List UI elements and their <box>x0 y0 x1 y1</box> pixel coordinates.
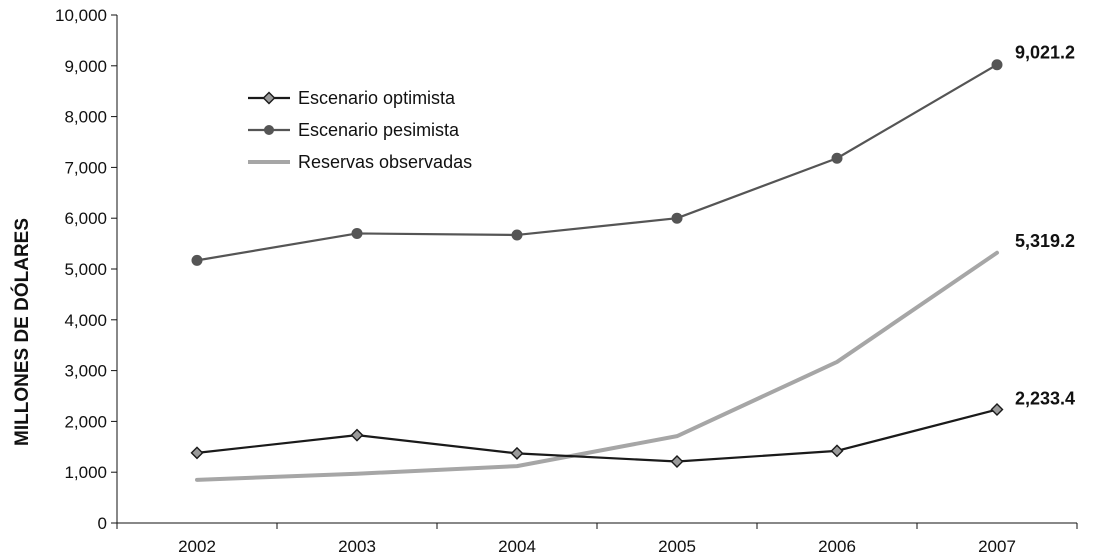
escenario-optimista-point <box>190 446 204 460</box>
legend-label-escenario-pesimista: Escenario pesimista <box>298 120 460 140</box>
y-tick-label: 10,000 <box>55 6 107 25</box>
y-tick-label: 4,000 <box>64 311 107 330</box>
x-tick-label: 2004 <box>498 537 536 556</box>
y-tick-label: 9,000 <box>64 57 107 76</box>
escenario-pesimista-point <box>351 227 363 239</box>
data-labels: 2,233.4 9,021.2 5,319.2 <box>1015 43 1075 409</box>
y-tick-label: 5,000 <box>64 260 107 279</box>
reservas-observadas-line <box>195 250 999 482</box>
x-axis-ticks: 2002 2003 2004 2005 2006 2007 <box>116 523 1078 556</box>
x-tick-label: 2006 <box>818 537 856 556</box>
escenario-optimista-point <box>670 455 684 469</box>
escenario-pesimista-line <box>195 63 999 262</box>
escenario-pesimista-point <box>831 152 843 164</box>
end-value-label: 5,319.2 <box>1015 231 1075 251</box>
legend-label-escenario-optimista: Escenario optimista <box>298 88 456 108</box>
y-axis-label: MILLONES DE DÓLARES <box>11 218 33 446</box>
escenario-pesimista-point <box>991 59 1003 71</box>
escenario-optimista-point <box>830 444 844 458</box>
escenario-optimista-point <box>510 446 524 460</box>
y-axis-ticks: 0 1,000 2,000 3,000 4,000 5,000 6,000 7,000 8,00… <box>55 6 117 533</box>
x-tick-label: 2005 <box>658 537 696 556</box>
x-tick-label: 2007 <box>978 537 1016 556</box>
escenario-optimista-line <box>195 408 999 463</box>
escenario-pesimista-point <box>191 254 203 266</box>
legend: Escenario optimista Escenario pesimista Re… <box>248 88 472 172</box>
escenario-pesimista-point <box>511 229 523 241</box>
x-tick-label: 2003 <box>338 537 376 556</box>
escenario-optimista-point <box>350 428 364 442</box>
y-tick-label: 7,000 <box>64 158 107 177</box>
series-group <box>190 59 1004 482</box>
y-tick-label: 2,000 <box>64 412 107 431</box>
legend-label-reservas-observadas: Reservas observadas <box>298 152 472 172</box>
end-value-label: 2,233.4 <box>1015 389 1075 409</box>
y-tick-label: 8,000 <box>64 108 107 127</box>
y-tick-label: 0 <box>98 514 107 533</box>
x-tick-label: 2002 <box>178 537 216 556</box>
legend-marker-escenario-pesimista <box>264 125 274 135</box>
escenario-optimista-point <box>990 403 1004 417</box>
y-tick-label: 3,000 <box>64 362 107 381</box>
y-tick-label: 6,000 <box>64 209 107 228</box>
y-tick-label: 1,000 <box>64 463 107 482</box>
end-value-label: 9,021.2 <box>1015 43 1075 63</box>
escenario-pesimista-point <box>671 212 683 224</box>
legend-marker-escenario-optimista <box>262 91 276 105</box>
